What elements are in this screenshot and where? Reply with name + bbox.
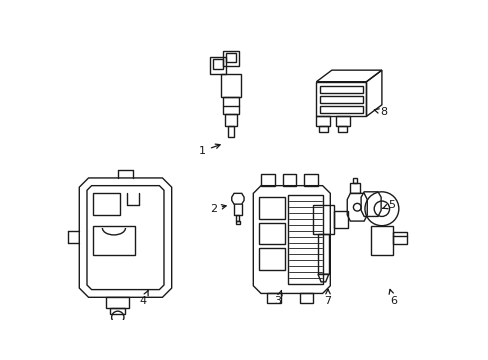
Text: 8: 8	[373, 108, 387, 117]
Text: 3: 3	[274, 291, 282, 306]
Text: 6: 6	[388, 289, 396, 306]
Text: 1: 1	[199, 144, 220, 156]
Text: 7: 7	[324, 289, 331, 306]
Text: 5: 5	[382, 200, 395, 210]
Text: 4: 4	[140, 291, 148, 306]
Text: 2: 2	[209, 204, 225, 214]
